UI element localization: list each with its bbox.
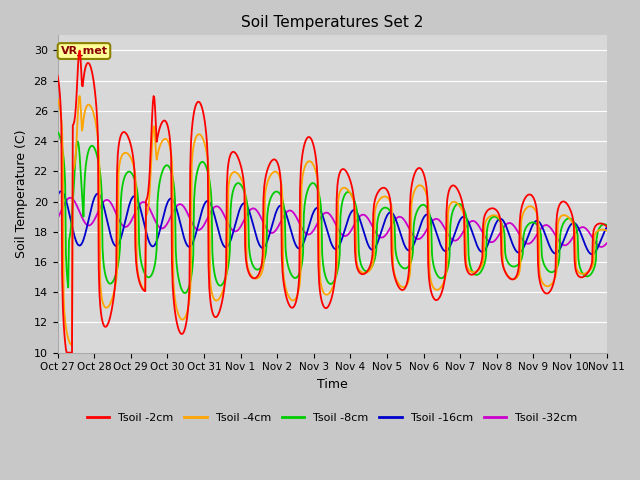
Legend: Tsoil -2cm, Tsoil -4cm, Tsoil -8cm, Tsoil -16cm, Tsoil -32cm: Tsoil -2cm, Tsoil -4cm, Tsoil -8cm, Tsoi… [83,409,582,428]
Y-axis label: Soil Temperature (C): Soil Temperature (C) [15,130,28,258]
X-axis label: Time: Time [317,378,348,391]
Text: VR_met: VR_met [60,46,108,56]
Title: Soil Temperatures Set 2: Soil Temperatures Set 2 [241,15,423,30]
